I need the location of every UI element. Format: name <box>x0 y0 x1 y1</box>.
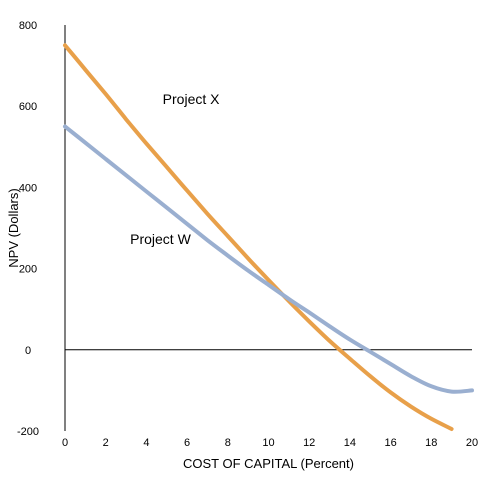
y-tick-label: 600 <box>19 101 37 113</box>
x-tick-label: 10 <box>262 437 274 449</box>
series <box>63 43 474 431</box>
series-labels: Project X Project W <box>130 91 220 247</box>
x-tick-labels: 0 2 4 6 8 10 12 14 16 18 20 <box>62 437 478 449</box>
x-tick-label: 16 <box>384 437 396 449</box>
x-tick-label: 12 <box>303 437 315 449</box>
series-label-project-w: Project W <box>130 231 191 247</box>
x-tick-label: 20 <box>466 437 478 449</box>
y-tick-label: 400 <box>19 182 37 194</box>
y-tick-label: 800 <box>19 20 37 32</box>
x-tick-label: 8 <box>225 437 231 449</box>
x-tick-label: 6 <box>184 437 190 449</box>
x-tick-label: 0 <box>62 437 68 449</box>
axes <box>64 25 472 431</box>
x-tick-label: 4 <box>143 437 149 449</box>
y-axis-title: NPV (Dollars) <box>6 188 21 267</box>
series-label-project-x: Project X <box>163 91 220 107</box>
x-tick-label: 14 <box>344 437 356 449</box>
y-tick-label: -200 <box>17 426 39 438</box>
x-tick-label: 2 <box>103 437 109 449</box>
x-axis-title: COST OF CAPITAL (Percent) <box>183 456 354 471</box>
y-tick-labels: -200 0 200 400 600 800 <box>17 20 39 438</box>
x-tick-label: 18 <box>425 437 437 449</box>
y-tick-label: 0 <box>25 345 31 357</box>
series-line-project-x <box>63 43 454 431</box>
y-tick-label: 200 <box>19 264 37 276</box>
series-line-project-w <box>63 124 474 394</box>
